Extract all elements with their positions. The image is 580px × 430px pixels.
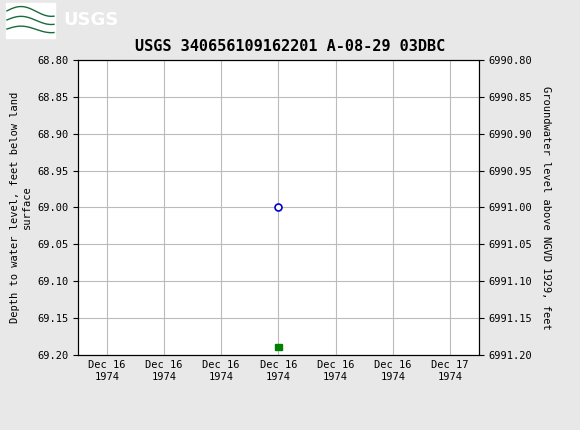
Text: USGS 340656109162201 A-08-29 03DBC: USGS 340656109162201 A-08-29 03DBC: [135, 39, 445, 54]
Text: USGS: USGS: [64, 12, 119, 29]
Y-axis label: Depth to water level, feet below land
surface: Depth to water level, feet below land su…: [10, 92, 32, 323]
Y-axis label: Groundwater level above NGVD 1929, feet: Groundwater level above NGVD 1929, feet: [541, 86, 552, 329]
FancyBboxPatch shape: [6, 3, 55, 37]
Bar: [275, 344, 282, 350]
